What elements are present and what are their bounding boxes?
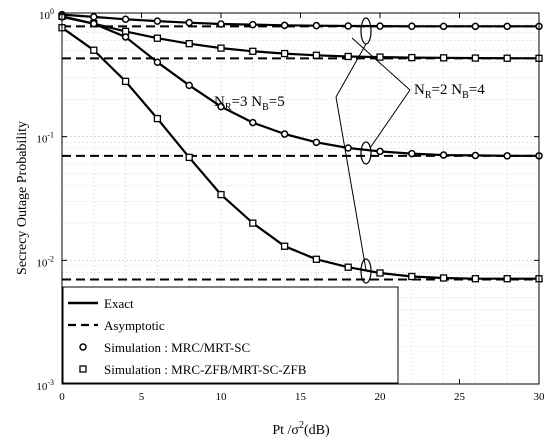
- data-point: [312, 51, 321, 59]
- data-point: [344, 52, 352, 61]
- data-point: [90, 13, 98, 21]
- legend: Exact Asymptotic Simulation : MRC/MRT-SC…: [62, 286, 399, 384]
- series-line: [61, 26, 539, 280]
- annotation-nr2-nb4-label: NR=2 NB=4: [414, 82, 485, 101]
- legend-swatch-square: [79, 365, 87, 373]
- x-tick-label: 0: [59, 391, 65, 403]
- data-point: [312, 21, 321, 30]
- data-point: [217, 44, 225, 52]
- legend-item-sim-mrc: Simulation : MRC/MRT-SC: [79, 340, 250, 355]
- data-point: [376, 53, 384, 61]
- annotation-ellipse-top: [360, 17, 372, 45]
- axis-ticks: 0 5 10 15 20 25 30 100 10-1 10-2 10-3: [36, 7, 545, 403]
- data-point: [153, 17, 162, 25]
- data-point: [439, 22, 448, 31]
- data-point: [312, 255, 321, 263]
- data-point: [408, 53, 416, 62]
- data-point: [185, 81, 193, 90]
- data-point: [217, 102, 225, 111]
- data-point: [344, 22, 352, 30]
- data-point: [185, 18, 193, 27]
- data-point: [439, 151, 448, 159]
- annotation-ellipse-mid: [360, 141, 372, 165]
- y-tick-label: 100: [39, 7, 54, 22]
- legend-label-sim-zfb: Simulation : MRC-ZFB/MRT-SC-ZFB: [104, 362, 307, 377]
- data-point: [503, 22, 511, 31]
- data-point: [471, 275, 480, 283]
- series-line: [61, 15, 540, 60]
- legend-label-exact: Exact: [104, 296, 134, 311]
- x-tick-label: 10: [216, 391, 228, 403]
- data-point: [503, 152, 511, 160]
- x-tick-label: 5: [139, 391, 145, 403]
- data-point: [153, 114, 162, 123]
- legend-item-sim-zfb: Simulation : MRC-ZFB/MRT-SC-ZFB: [79, 362, 307, 377]
- annotation-arrow-4: [369, 89, 411, 149]
- y-tick-label: 10-3: [36, 378, 54, 393]
- data-point: [344, 263, 352, 271]
- data-point: [217, 20, 225, 28]
- legend-item-asymptotic: Asymptotic: [68, 318, 165, 333]
- x-axis-label: Pt /σ2(dB): [272, 420, 330, 438]
- data-point: [503, 54, 511, 62]
- data-point: [280, 130, 289, 138]
- data-point: [344, 144, 352, 152]
- annotation-nr3-nb5: NR=3 NB=5: [214, 17, 372, 284]
- data-point: [153, 58, 162, 66]
- legend-label-sim-mrc: Simulation : MRC/MRT-SC: [104, 340, 250, 355]
- series-markers: [58, 10, 543, 283]
- data-point: [280, 242, 289, 250]
- annotation-nr3-nb5-label: NR=3 NB=5: [214, 94, 285, 113]
- data-point: [439, 274, 448, 282]
- legend-label-asymptotic: Asymptotic: [104, 318, 165, 333]
- data-point: [249, 219, 257, 227]
- annotation-arrow-1: [335, 43, 367, 98]
- data-point: [312, 138, 321, 147]
- x-tick-label: 20: [375, 391, 387, 403]
- data-point: [90, 46, 98, 54]
- data-point: [471, 54, 480, 62]
- annotation-arrow-2: [335, 96, 367, 271]
- legend-item-exact: Exact: [68, 296, 134, 311]
- data-point: [249, 20, 257, 29]
- data-point: [439, 54, 448, 62]
- data-point: [185, 40, 193, 48]
- data-point: [185, 153, 193, 162]
- series-line: [61, 13, 539, 28]
- data-point: [408, 22, 416, 31]
- series-lines: [61, 13, 540, 280]
- x-tick-label: 30: [534, 391, 546, 403]
- data-point: [249, 118, 257, 127]
- data-point: [121, 15, 130, 24]
- data-point: [376, 269, 384, 277]
- data-point: [376, 147, 384, 156]
- annotation-ellipse-bottom: [360, 258, 372, 284]
- data-point: [280, 49, 289, 58]
- data-point: [153, 34, 162, 42]
- annotation-arrow-3: [351, 37, 411, 91]
- series-line: [61, 15, 539, 157]
- y-axis-label: Secrecy Outage Probability: [15, 121, 30, 275]
- data-point: [249, 47, 257, 55]
- data-point: [376, 22, 384, 30]
- data-point: [471, 22, 480, 31]
- data-point: [280, 21, 289, 30]
- data-point: [471, 151, 480, 160]
- legend-box: [62, 286, 399, 384]
- data-point: [90, 19, 98, 28]
- data-point: [217, 190, 225, 199]
- x-tick-label: 25: [454, 391, 466, 403]
- x-tick-label: 15: [295, 391, 307, 403]
- y-tick-label: 10-2: [36, 254, 54, 269]
- data-point: [121, 77, 130, 86]
- data-point: [121, 33, 130, 41]
- annotation-nr2-nb4: NR=2 NB=4: [351, 37, 485, 165]
- legend-swatch-circle: [79, 343, 87, 351]
- data-point: [408, 149, 416, 158]
- data-point: [408, 272, 416, 281]
- y-tick-label: 10-1: [36, 131, 54, 146]
- data-point: [503, 275, 511, 283]
